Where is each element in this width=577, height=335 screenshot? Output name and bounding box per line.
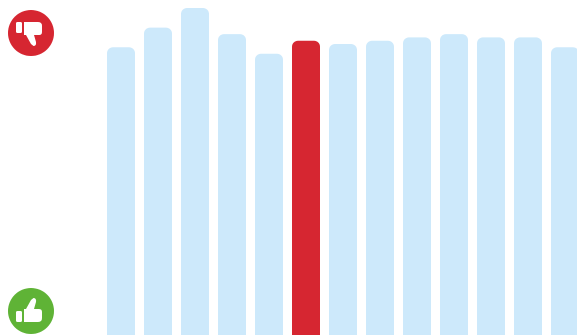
bar	[514, 37, 542, 335]
thumbs-up-badge	[7, 287, 55, 335]
bar	[181, 8, 209, 335]
bar-highlighted	[292, 40, 320, 335]
thumbs-down-badge	[7, 9, 55, 57]
bar	[477, 37, 505, 335]
bar	[107, 47, 135, 335]
bar	[440, 34, 468, 335]
thumbs-up-icon	[8, 288, 54, 334]
bar	[329, 43, 357, 335]
bar	[403, 37, 431, 335]
bar	[218, 34, 246, 335]
bar	[551, 47, 577, 335]
bar	[366, 40, 394, 335]
thumbs-down-icon	[8, 10, 54, 56]
bar	[144, 27, 172, 335]
bar	[255, 53, 283, 335]
